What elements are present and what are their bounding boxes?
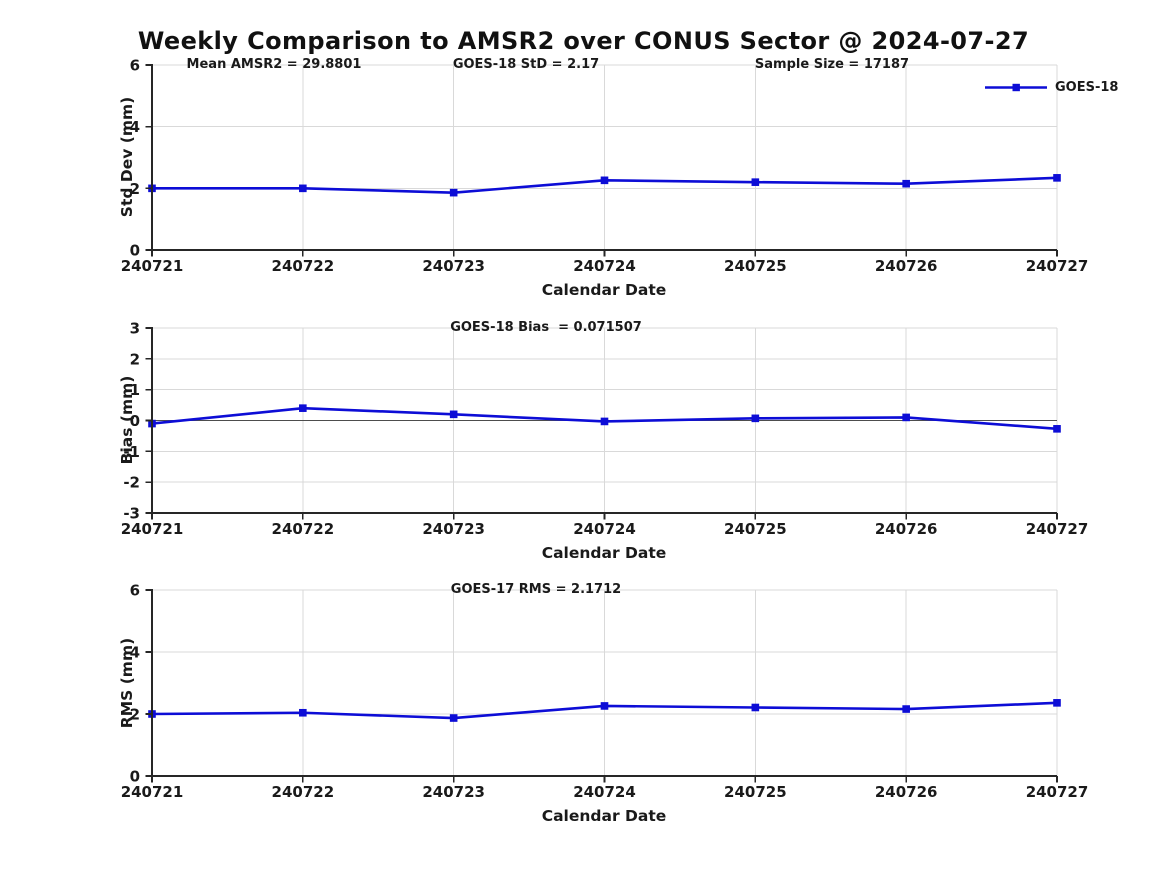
x-tick-label: 240727 — [1026, 783, 1089, 801]
data-point-marker — [449, 188, 458, 197]
data-point-marker — [600, 702, 609, 710]
subplot-rms: 240721 240722 240723 240724 240725 240726 2407… — [121, 582, 1089, 802]
annotation-goes18-bias: GOES-18 Bias = 0.071507 — [450, 320, 642, 335]
subplot-bias: 240721 240722 240723 240724 240725 240726 2407… — [121, 320, 1089, 539]
x-tick-label: 240722 — [272, 257, 335, 275]
y-tick-label: 3 — [130, 320, 140, 338]
x-tick-label: 240726 — [875, 257, 938, 275]
x-tick-label: 240727 — [1026, 520, 1089, 538]
x-tick-label: 240722 — [272, 783, 335, 801]
data-point-marker — [751, 178, 760, 186]
figure-title: Weekly Comparison to AMSR2 over CONUS Se… — [137, 27, 1030, 55]
annotation-sample-size: Sample Size = 17187 — [754, 57, 910, 72]
x-axis-label-calendar-date-3: Calendar Date — [541, 807, 667, 825]
y-tick-label: 0 — [130, 412, 140, 430]
data-point-marker — [751, 414, 760, 423]
x-tick-label: 240725 — [724, 257, 787, 275]
data-point-marker — [902, 705, 910, 713]
data-point-marker — [449, 714, 458, 722]
y-tick-label: 0 — [130, 242, 140, 260]
x-tick-label: 240723 — [422, 783, 485, 801]
y-tick-label: 4 — [130, 118, 140, 136]
legend-line-icon — [985, 83, 1047, 91]
y-tick-label: -2 — [123, 474, 140, 492]
data-point-marker — [1053, 174, 1061, 182]
y-tick-label: -1 — [123, 443, 140, 461]
y-tick-label: 0 — [130, 768, 140, 786]
legend: GOES-18 — [985, 79, 1119, 95]
y-tick-label: 6 — [130, 582, 140, 600]
data-point-marker — [299, 708, 307, 717]
data-point-marker — [449, 410, 458, 419]
x-axis-label-calendar-date-1: Calendar Date — [541, 281, 667, 299]
x-tick-label: 240724 — [573, 783, 636, 801]
data-point-marker — [902, 413, 910, 422]
annotation-goes17-rms: GOES-17 RMS = 2.1712 — [450, 582, 622, 597]
x-tick-label: 240721 — [121, 783, 184, 801]
x-tick-label: 240723 — [422, 520, 485, 538]
x-tick-label: 240721 — [121, 520, 184, 538]
legend-label: GOES-18 — [1055, 79, 1119, 95]
data-point-marker — [1053, 699, 1061, 707]
y-tick-label: 2 — [130, 180, 140, 198]
x-tick-label: 240727 — [1026, 257, 1089, 275]
data-point-marker — [1053, 425, 1061, 433]
subplot-std-dev: 240721 240722 240723 240724 240725 240726 2407… — [121, 57, 1089, 276]
x-tick-label: 240726 — [875, 520, 938, 538]
y-axis-label-bias: Bias (mm) — [118, 375, 136, 465]
x-tick-label: 240721 — [121, 257, 184, 275]
y-tick-label: 2 — [130, 350, 140, 368]
y-tick-label: -3 — [123, 505, 140, 523]
x-tick-label: 240725 — [724, 783, 787, 801]
x-tick-label: 240724 — [573, 257, 636, 275]
x-tick-label: 240725 — [724, 520, 787, 538]
y-tick-label: 2 — [130, 706, 140, 724]
y-axis-label-std-dev: Std Dev (mm) — [118, 96, 136, 218]
data-point-marker — [600, 417, 609, 426]
annotation-mean-amsr2: Mean AMSR2 = 29.8801 — [186, 57, 362, 72]
data-point-marker — [299, 184, 307, 193]
annotation-goes18-std: GOES-18 StD = 2.17 — [452, 57, 600, 72]
data-point-marker — [902, 179, 910, 188]
x-axis-label-calendar-date-2: Calendar Date — [541, 544, 667, 562]
data-point-marker — [600, 176, 609, 185]
y-axis-label-rms: RMS (mm) — [118, 637, 136, 729]
x-tick-label: 240723 — [422, 257, 485, 275]
data-point-marker — [299, 404, 307, 412]
x-tick-label: 240726 — [875, 783, 938, 801]
x-tick-label: 240724 — [573, 520, 636, 538]
y-tick-label: 4 — [130, 644, 140, 662]
data-point-marker — [751, 703, 760, 712]
y-tick-label: 1 — [130, 381, 140, 399]
y-tick-label: 6 — [130, 57, 140, 75]
x-tick-label: 240722 — [272, 520, 335, 538]
